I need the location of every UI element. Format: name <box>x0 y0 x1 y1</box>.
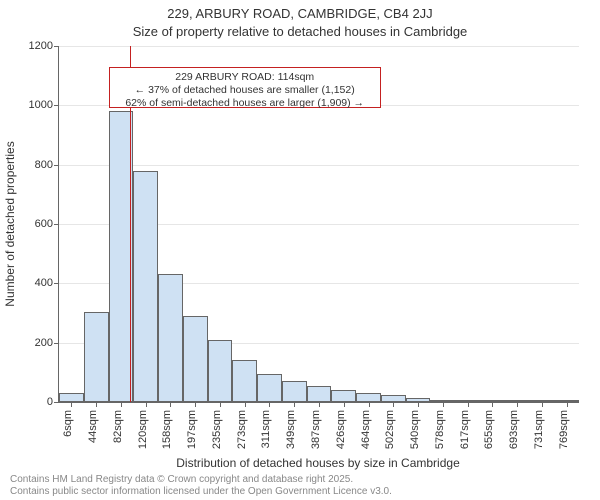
y-tick-label: 800 <box>35 159 53 171</box>
x-tick-label: 464sqm <box>360 410 372 449</box>
x-tick-mark <box>517 402 518 407</box>
annotation-line: 229 ARBURY ROAD: 114sqm <box>116 71 374 84</box>
histogram-bar <box>307 386 332 402</box>
x-tick-label: 197sqm <box>186 410 198 449</box>
x-tick-label: 349sqm <box>285 410 297 449</box>
histogram-bar <box>208 340 233 402</box>
chart-container: 229, ARBURY ROAD, CAMBRIDGE, CB4 2JJ Siz… <box>0 0 600 500</box>
x-tick-label: 44sqm <box>87 410 99 443</box>
x-tick-mark <box>121 402 122 407</box>
x-tick-mark <box>245 402 246 407</box>
y-tick-label: 1200 <box>29 40 53 52</box>
annotation-line: 62% of semi-detached houses are larger (… <box>116 97 374 110</box>
x-tick-label: 120sqm <box>137 410 149 449</box>
x-tick-label: 273sqm <box>236 410 248 449</box>
y-tick-mark <box>54 105 59 106</box>
x-tick-mark <box>492 402 493 407</box>
x-tick-mark <box>369 402 370 407</box>
x-tick-label: 617sqm <box>459 410 471 449</box>
x-tick-mark <box>220 402 221 407</box>
y-axis-label: Number of detached properties <box>3 141 17 306</box>
x-tick-label: 540sqm <box>409 410 421 449</box>
x-tick-mark <box>542 402 543 407</box>
x-tick-mark <box>170 402 171 407</box>
x-tick-mark <box>294 402 295 407</box>
histogram-bar <box>158 274 183 402</box>
histogram-bar <box>282 381 307 402</box>
x-tick-label: 693sqm <box>508 410 520 449</box>
x-tick-mark <box>567 402 568 407</box>
y-tick-label: 0 <box>47 396 53 408</box>
annotation-line: ← 37% of detached houses are smaller (1,… <box>116 84 374 97</box>
x-tick-label: 82sqm <box>112 410 124 443</box>
x-tick-label: 502sqm <box>384 410 396 449</box>
x-tick-label: 655sqm <box>483 410 495 449</box>
x-tick-mark <box>71 402 72 407</box>
x-tick-label: 158sqm <box>161 410 173 449</box>
x-tick-mark <box>443 402 444 407</box>
y-tick-label: 400 <box>35 277 53 289</box>
histogram-bar <box>356 393 381 402</box>
x-tick-mark <box>468 402 469 407</box>
x-tick-label: 387sqm <box>310 410 322 449</box>
histogram-bar <box>183 316 208 402</box>
histogram-bar <box>133 171 158 402</box>
x-tick-label: 311sqm <box>260 410 272 448</box>
x-tick-label: 6sqm <box>62 410 74 437</box>
x-tick-label: 578sqm <box>434 410 446 449</box>
y-tick-mark <box>54 165 59 166</box>
x-tick-label: 731sqm <box>533 410 545 449</box>
histogram-bar <box>232 360 257 402</box>
y-tick-label: 200 <box>35 337 53 349</box>
y-tick-mark <box>54 402 59 403</box>
histogram-bar <box>84 312 109 402</box>
y-tick-mark <box>54 46 59 47</box>
x-tick-mark <box>393 402 394 407</box>
chart-title-sub: Size of property relative to detached ho… <box>0 24 600 39</box>
x-tick-label: 426sqm <box>335 410 347 449</box>
annotation-box: 229 ARBURY ROAD: 114sqm← 37% of detached… <box>109 67 381 109</box>
y-tick-mark <box>54 224 59 225</box>
histogram-bar <box>257 374 282 402</box>
x-tick-mark <box>195 402 196 407</box>
chart-title-main: 229, ARBURY ROAD, CAMBRIDGE, CB4 2JJ <box>0 6 600 21</box>
footer-line-2: Contains public sector information licen… <box>0 486 392 497</box>
x-tick-mark <box>344 402 345 407</box>
x-tick-mark <box>319 402 320 407</box>
gridline <box>59 165 579 166</box>
y-tick-label: 600 <box>35 218 53 230</box>
footer-line-1: Contains HM Land Registry data © Crown c… <box>0 474 353 485</box>
x-tick-label: 235sqm <box>211 410 223 449</box>
y-tick-mark <box>54 343 59 344</box>
x-tick-mark <box>96 402 97 407</box>
x-tick-mark <box>418 402 419 407</box>
x-tick-mark <box>146 402 147 407</box>
histogram-bar <box>331 390 356 402</box>
y-tick-label: 1000 <box>29 99 53 111</box>
y-tick-mark <box>54 283 59 284</box>
plot-area: Number of detached properties 0200400600… <box>58 46 579 403</box>
histogram-bar <box>59 393 84 402</box>
x-tick-label: 769sqm <box>558 410 570 449</box>
gridline <box>59 46 579 47</box>
x-tick-mark <box>269 402 270 407</box>
x-axis-label: Distribution of detached houses by size … <box>58 456 578 470</box>
